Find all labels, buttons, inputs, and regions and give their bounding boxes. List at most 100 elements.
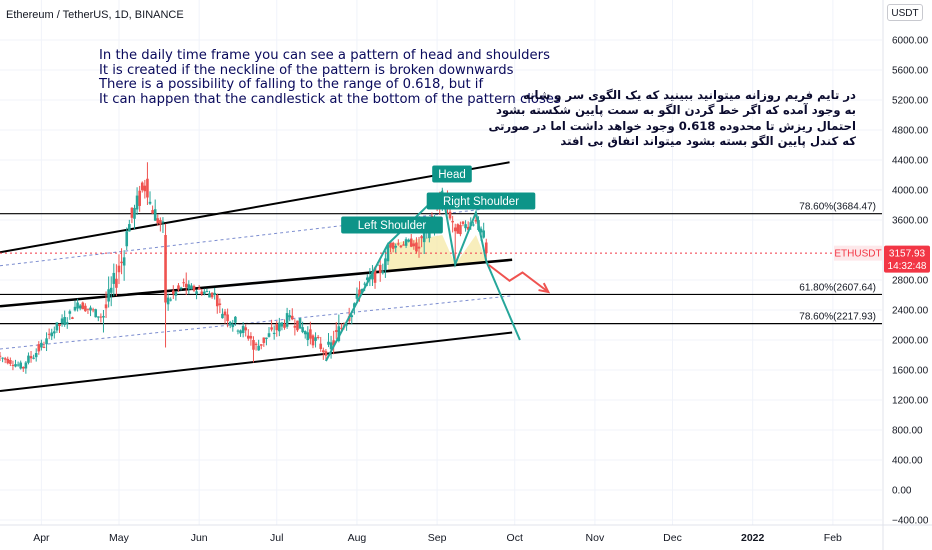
note-line: It can happen that the candlestick at th…	[99, 91, 561, 107]
fib-level-label: 78.60%(2217.93)	[799, 312, 876, 323]
candle-body	[371, 271, 374, 280]
candle-body	[166, 297, 170, 305]
x-tick-label: Sep	[428, 532, 447, 544]
overlays	[325, 189, 551, 362]
candle-body	[140, 182, 144, 191]
candle-body	[205, 291, 209, 293]
candle-body	[76, 302, 79, 309]
candle-body	[60, 318, 64, 324]
candle-body	[203, 291, 206, 295]
pattern-labels: Left Shoulder Head Right Shoulder	[341, 165, 536, 234]
candle-body	[3, 358, 7, 360]
x-tick-label: Dec	[663, 532, 682, 544]
y-tick-label: −400.00	[892, 516, 929, 527]
candle-body	[257, 345, 260, 351]
note-line: It is created if the neckline of the pat…	[99, 62, 514, 78]
candle-body	[309, 329, 312, 339]
candle-body	[285, 313, 289, 327]
candle-body	[327, 341, 330, 345]
candle-body	[81, 302, 85, 310]
candle-body	[319, 343, 323, 349]
candle-body	[182, 282, 185, 284]
candle-body	[306, 332, 310, 341]
candle-body	[120, 261, 123, 264]
candle-body	[355, 294, 359, 299]
candle-body	[288, 315, 291, 318]
candle-body	[412, 243, 416, 247]
currency-selector[interactable]: USDT	[887, 4, 923, 21]
candle-body	[164, 235, 167, 303]
y-tick-label: 4400.00	[892, 156, 929, 167]
candle-body	[254, 343, 258, 345]
candle-body	[213, 292, 216, 295]
candle-body	[169, 299, 173, 301]
candle-body	[381, 271, 385, 274]
candle-body	[50, 332, 54, 337]
fib-level-label: 61.80%(2607.64)	[799, 282, 876, 293]
candle-body	[283, 323, 286, 328]
candle-body	[472, 224, 475, 226]
candle-body	[184, 283, 188, 288]
candle-body	[55, 322, 59, 331]
candle-body	[252, 340, 255, 350]
candle-body	[24, 362, 28, 369]
candle-body	[314, 337, 317, 341]
candle-body	[138, 190, 141, 206]
candle-body	[117, 265, 121, 273]
candle-body	[29, 356, 33, 359]
candle-body	[453, 227, 457, 232]
chart-title: Ethereum / TetherUS, 1D, BINANCE	[6, 9, 184, 21]
candle-body	[303, 331, 307, 335]
candle-body	[373, 267, 377, 283]
candle-body	[130, 207, 134, 218]
right-shoulder-label-bg	[426, 192, 536, 210]
candle-body	[197, 287, 201, 290]
candle-body	[378, 264, 382, 274]
candle-body	[86, 308, 90, 310]
price-axis: 6000.00 5600.00 5200.00 4800.00 4400.00 4000.…	[882, 0, 929, 550]
x-tick-label: Nov	[586, 532, 605, 544]
note-line: به وجود آمده که اگر خط گردن الگو به سمت …	[495, 103, 856, 118]
candle-body	[40, 342, 43, 348]
candle-body	[195, 291, 198, 294]
candle-body	[153, 209, 157, 221]
candle-body	[1, 357, 4, 359]
y-tick-label: 4000.00	[892, 186, 929, 197]
x-tick-label: Feb	[824, 532, 842, 544]
y-tick-label: 400.00	[892, 456, 923, 467]
candle-body	[386, 244, 390, 262]
x-tick-label: Aug	[348, 532, 367, 544]
candle-body	[363, 283, 366, 285]
y-tick-label: 4800.00	[892, 126, 929, 137]
candle-body	[358, 289, 361, 297]
dotted-channel-line	[0, 205, 513, 267]
candle-body	[322, 350, 325, 353]
left-shoulder-label: Left Shoulder	[358, 220, 427, 232]
candle-body	[404, 239, 408, 246]
candle-body	[280, 322, 284, 327]
candle-body	[6, 358, 10, 364]
candle-body	[19, 362, 22, 369]
candle-body	[384, 258, 387, 271]
candle-body	[171, 290, 175, 295]
bar-countdown: 14:32:48	[888, 261, 927, 272]
left-shoulder-label-bg	[341, 216, 443, 234]
candle-body	[231, 324, 235, 328]
alt-path-line	[488, 264, 549, 293]
candle-body	[316, 336, 320, 338]
candle-body	[399, 245, 403, 248]
y-tick-label: 5200.00	[892, 96, 929, 107]
head-shoulders-path	[325, 189, 488, 362]
candle-body	[228, 321, 232, 326]
candle-body	[89, 307, 92, 311]
note-line: In the daily time frame you can see a pa…	[99, 48, 550, 63]
candle-body	[262, 337, 266, 343]
note-line: احتمال ریزش تا محدوده 0.618 وجود خواهد د…	[488, 118, 856, 133]
candle-body	[365, 277, 369, 280]
candle-body	[329, 342, 333, 350]
candle-body	[353, 303, 356, 308]
candle-body	[218, 303, 222, 305]
candle-body	[125, 231, 129, 247]
